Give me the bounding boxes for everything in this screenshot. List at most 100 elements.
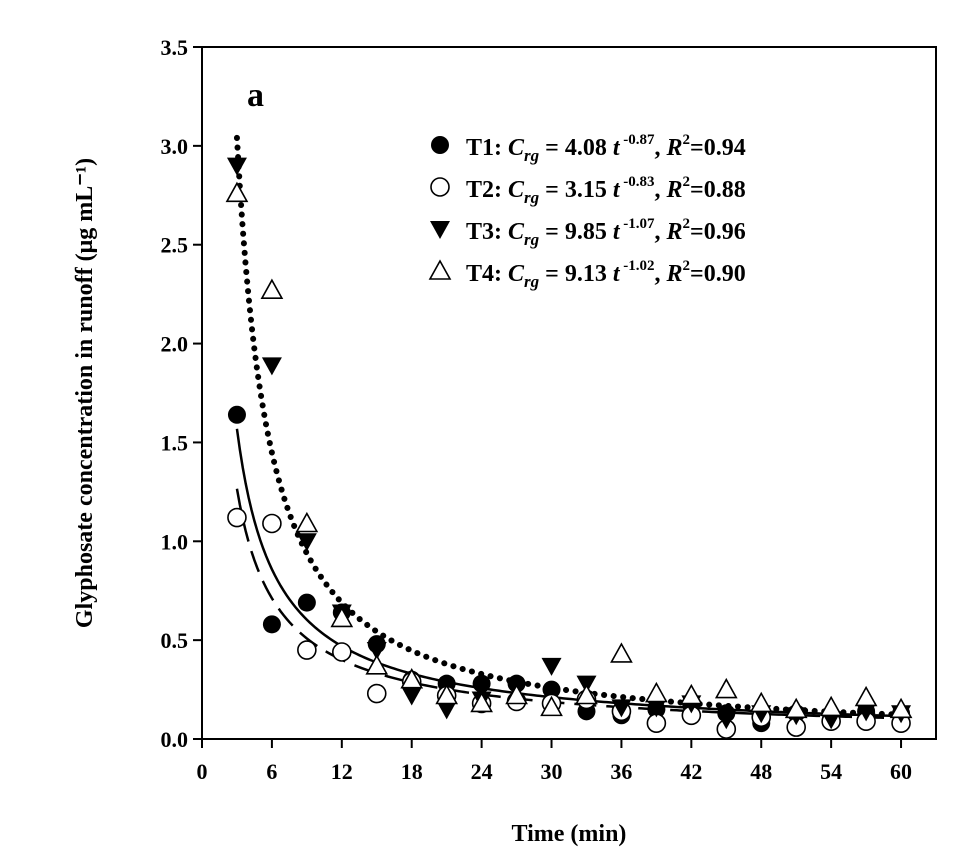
legend-rval: =0.96 <box>690 219 746 245</box>
point-t4 <box>260 278 284 299</box>
point-t4 <box>505 683 528 705</box>
legend-sub: rg <box>524 188 540 207</box>
x-tick-label: 48 <box>750 759 772 784</box>
legend-var: C <box>508 261 525 287</box>
data-points <box>225 157 913 739</box>
point-t3 <box>646 699 667 718</box>
legend-rval: =0.90 <box>690 261 746 287</box>
legend-marker-t4 <box>428 259 452 280</box>
legend-sep: , <box>655 177 667 203</box>
point-t3 <box>856 703 877 722</box>
y-tick-label: 0.5 <box>161 628 189 653</box>
point-t3 <box>541 657 562 676</box>
legend-var: C <box>508 135 525 161</box>
x-axis-title: Time (min) <box>512 821 627 847</box>
y-tick-label: 3.0 <box>161 134 189 159</box>
point-t3 <box>716 711 737 730</box>
legend-label: T1: Crg = 4.08 t -0.87, R2=0.94 <box>466 132 746 165</box>
point-t4 <box>610 642 633 663</box>
point-t4 <box>470 691 493 713</box>
legend-r: R <box>666 177 683 203</box>
y-axis-title: Glyphosate concentration in runoff (μg m… <box>72 158 98 628</box>
legend-t: t <box>613 177 621 203</box>
legend-marker-t3 <box>430 221 450 239</box>
point-t4 <box>330 606 354 628</box>
legend-label: T2: <box>466 177 508 203</box>
x-axis: 0 6 12 18 24 30 36 42 48 54 60 <box>197 739 912 784</box>
legend-entry-t3: T3: Crg = 9.85 t -1.07, R2=0.96 <box>430 216 746 249</box>
legend-label: T3: <box>466 219 508 245</box>
point-t2 <box>366 683 387 704</box>
x-tick-label: 30 <box>541 759 563 784</box>
legend-eq: = 4.08 <box>539 135 613 161</box>
x-tick-label: 0 <box>197 759 208 784</box>
point-t1 <box>472 674 491 693</box>
point-t4 <box>889 697 913 719</box>
point-t2 <box>297 640 317 660</box>
legend-sub: rg <box>524 230 540 249</box>
y-tick-label: 1.0 <box>161 529 189 554</box>
x-tick-label: 18 <box>401 759 423 784</box>
legend-label: T2: Crg = 3.15 t -0.83, R2=0.88 <box>466 174 746 207</box>
point-t4 <box>225 181 249 203</box>
point-t3 <box>296 533 317 552</box>
point-t1 <box>297 593 316 612</box>
point-t4 <box>540 695 563 717</box>
point-t3 <box>366 642 387 661</box>
x-tick-label: 6 <box>266 759 277 784</box>
legend-label: T4: <box>466 261 508 287</box>
point-t2 <box>262 513 282 534</box>
point-t4 <box>679 683 703 705</box>
legend-t: t <box>613 261 621 287</box>
point-t4 <box>435 683 459 705</box>
legend-eq: = 9.13 <box>539 261 613 287</box>
legend-exp: -0.83 <box>620 174 655 190</box>
point-t4 <box>400 668 424 689</box>
legend-sep: , <box>655 135 667 161</box>
legend-exp: -0.87 <box>620 132 655 148</box>
legend-marker-t1 <box>431 136 449 154</box>
point-t4 <box>295 511 319 533</box>
point-t3 <box>226 157 247 176</box>
legend-rsup: 2 <box>683 132 691 148</box>
x-tick-label: 60 <box>890 759 912 784</box>
legend-sep: , <box>655 261 667 287</box>
legend-entry-t1: T1: Crg = 4.08 t -0.87, R2=0.94 <box>431 132 746 165</box>
y-tick-label: 2.5 <box>161 233 189 258</box>
legend-r: R <box>666 219 683 245</box>
legend-eq: = 3.15 <box>539 177 613 203</box>
y-tick-label: 1.5 <box>161 430 189 455</box>
point-t3 <box>436 701 457 720</box>
legend-entry-t2: T2: Crg = 3.15 t -0.83, R2=0.88 <box>430 174 746 207</box>
legend-eq: = 9.85 <box>539 219 613 245</box>
x-tick-label: 54 <box>820 759 842 784</box>
legend: T1: Crg = 4.08 t -0.87, R2=0.94 T2: Crg =… <box>428 132 746 291</box>
legend-rsup: 2 <box>683 174 691 190</box>
legend-marker-t2 <box>430 177 450 197</box>
x-tick-label: 42 <box>680 759 702 784</box>
legend-sub: rg <box>524 146 540 165</box>
legend-label: T1: <box>466 135 508 161</box>
point-t4 <box>645 681 668 703</box>
legend-label: T3: Crg = 9.85 t -1.07, R2=0.96 <box>466 216 746 249</box>
point-t1 <box>262 615 281 634</box>
y-axis: 0.0 0.5 1.0 1.5 2.0 2.5 3.0 3.5 <box>161 35 202 752</box>
legend-r: R <box>666 261 683 287</box>
point-t4 <box>575 683 598 705</box>
fit-curve-t1 <box>235 428 902 718</box>
legend-var: C <box>508 177 525 203</box>
x-tick-label: 12 <box>331 759 353 784</box>
point-t1 <box>542 680 561 699</box>
point-t4 <box>714 677 738 699</box>
legend-rval: =0.88 <box>690 177 746 203</box>
y-tick-label: 0.0 <box>161 727 189 752</box>
legend-t: t <box>613 135 621 161</box>
y-tick-label: 3.5 <box>161 35 189 60</box>
legend-entry-t4: T4: Crg = 9.13 t -1.02, R2=0.90 <box>428 258 746 291</box>
point-t3 <box>261 357 282 376</box>
plot-frame <box>201 46 937 740</box>
x-tick-label: 24 <box>471 759 493 784</box>
point-t4 <box>784 697 808 719</box>
point-t2 <box>332 642 352 662</box>
